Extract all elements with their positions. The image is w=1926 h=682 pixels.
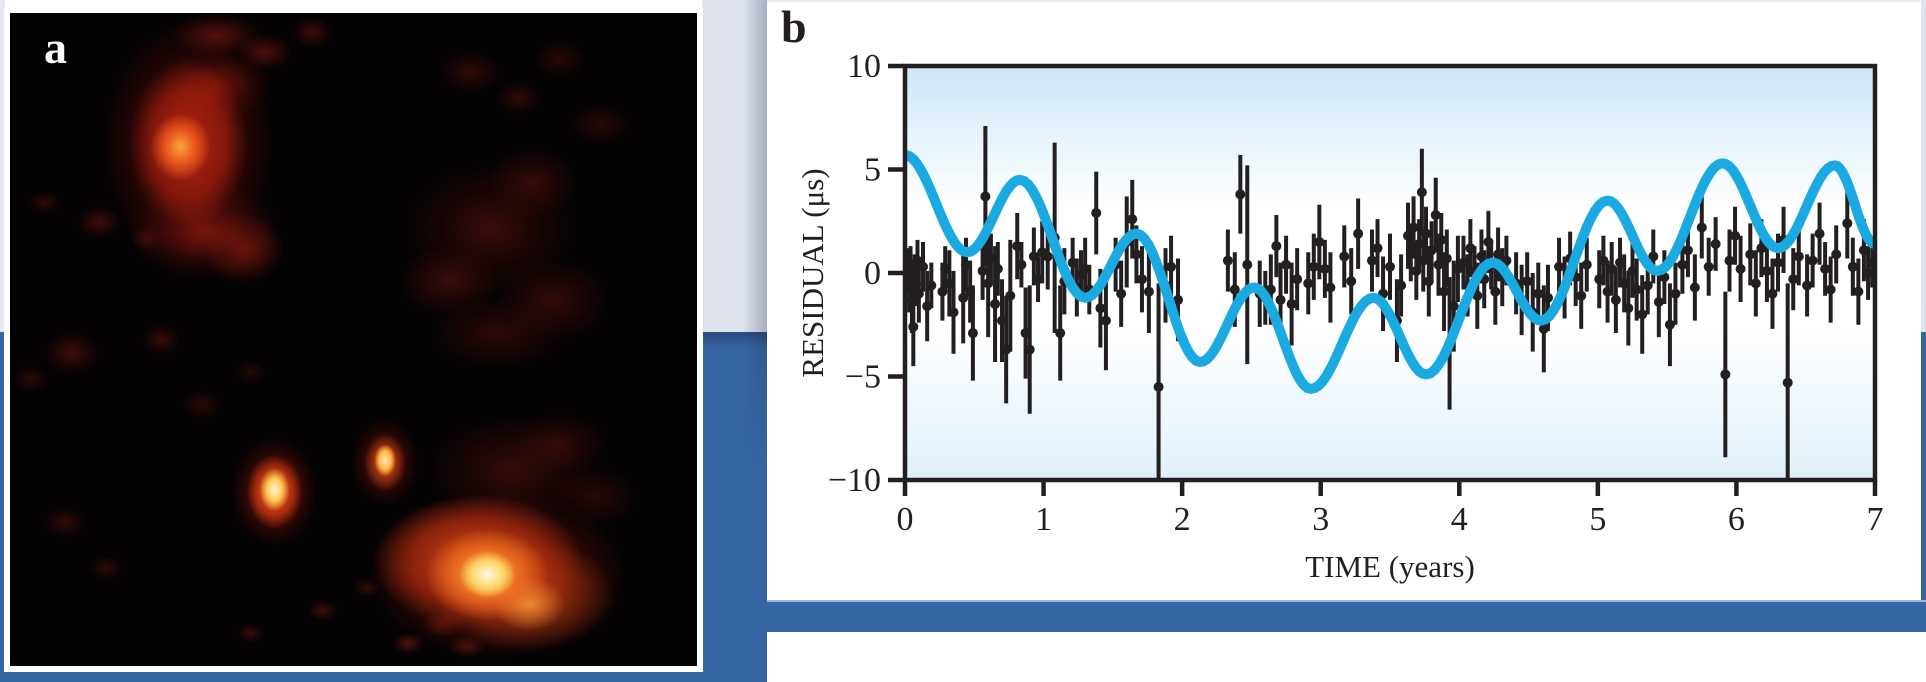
- svg-text:3: 3: [1312, 501, 1329, 538]
- panel-a: a: [4, 7, 703, 672]
- svg-text:5: 5: [864, 152, 881, 189]
- panel-b-drop-shadow: [743, 0, 767, 468]
- svg-text:10: 10: [847, 48, 881, 85]
- svg-text:6: 6: [1728, 501, 1745, 538]
- page-right-edge-strip: [1921, 0, 1926, 332]
- svg-text:7: 7: [1867, 501, 1884, 538]
- panel-a-label: a: [44, 22, 67, 73]
- svg-text:0: 0: [864, 255, 881, 292]
- svg-text:−10: −10: [828, 462, 881, 499]
- svg-text:1: 1: [1035, 501, 1052, 538]
- svg-text:−5: −5: [845, 359, 881, 396]
- svg-text:5: 5: [1589, 501, 1606, 538]
- svg-text:2: 2: [1174, 501, 1191, 538]
- svg-text:4: 4: [1451, 501, 1468, 538]
- x-axis-title: TIME (years): [1305, 549, 1475, 584]
- panel-b: 0 1 2 3 4 5 6 7 10 5 0 −5 −10 RESIDUAL (μs) TIME (year…: [767, 0, 1921, 600]
- panel-b-label: b: [781, 1, 807, 52]
- lavender-gap-background: [702, 0, 767, 332]
- y-axis-title: RESIDUAL (μs): [795, 168, 830, 377]
- residual-vs-time-chart: 0 1 2 3 4 5 6 7 10 5 0 −5 −10 RESIDUAL (μs) TIME (year…: [795, 48, 1884, 584]
- svg-text:0: 0: [897, 501, 914, 538]
- page-left-edge-strip: [0, 0, 5, 332]
- page-right-edge-blue-strip: [1921, 332, 1926, 632]
- lavender-box-drop-shadow: [702, 332, 767, 349]
- radio-image: [10, 13, 697, 666]
- blue-band-below-panel-b: [767, 600, 1926, 632]
